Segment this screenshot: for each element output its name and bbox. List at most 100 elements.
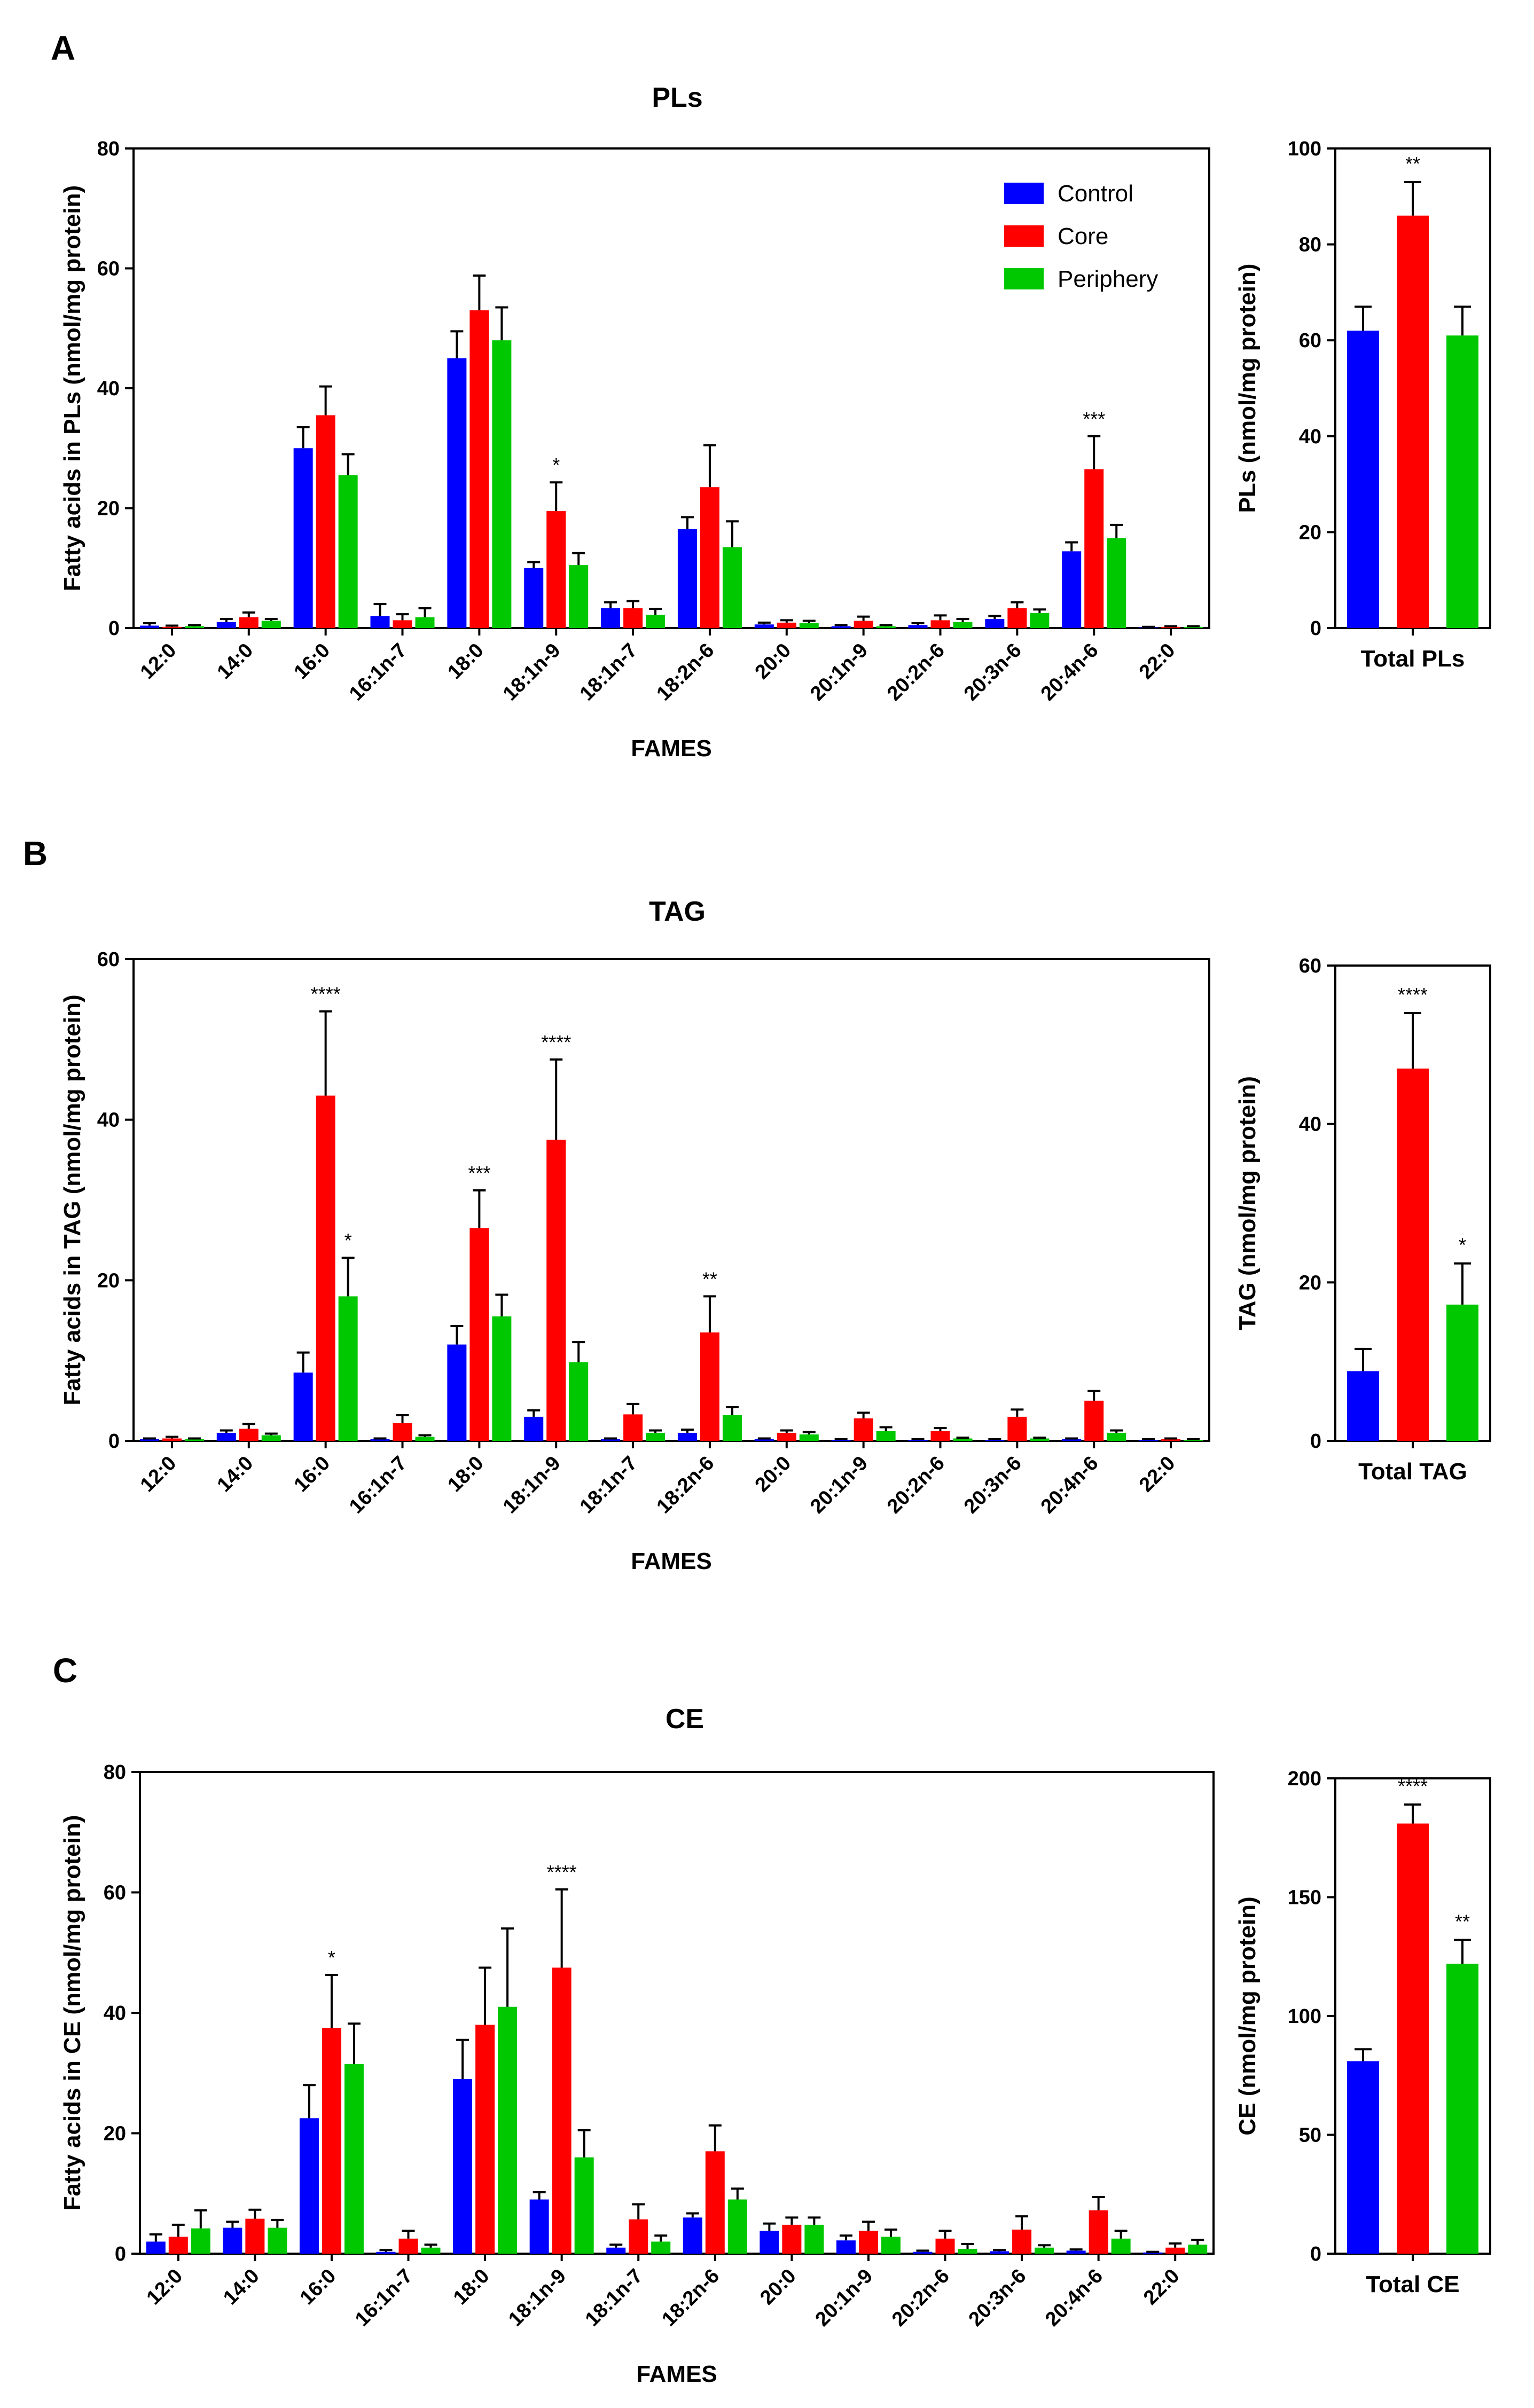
bar-periphery-14-0: [261, 621, 281, 628]
bar-core-20-2n-6: [935, 2238, 955, 2254]
bar-core-20-4n-6: [1084, 1400, 1104, 1441]
total-x-label: Total CE: [1366, 2271, 1459, 2297]
bar-periphery-20-4n-6: [1111, 2238, 1131, 2254]
bar-periphery-18-1n-7: [646, 1432, 666, 1441]
y-axis-title: Fatty acids in CE (nmol/mg protein): [59, 1815, 85, 2211]
bar-control-14-0: [223, 2227, 242, 2254]
bar-core-20-1n-9: [854, 621, 873, 628]
bar-core-20-3n-6: [1007, 1416, 1027, 1441]
y-tick-label: 20: [97, 1269, 120, 1292]
total-bar-periphery: [1446, 1304, 1478, 1441]
bar-control-12-0: [146, 2241, 166, 2254]
bar-core-18-1n-7: [623, 608, 643, 628]
bar-periphery-20-3n-6: [1035, 2247, 1054, 2254]
chart-total-pls: 0 20 40 60 80 100 PLs (nmol/mg protein) ** Total…: [1234, 138, 1491, 672]
y-tick-label: 20: [97, 498, 120, 520]
y-axis-title: Fatty acids in PLs (nmol/mg protein): [59, 185, 85, 591]
bar-periphery-22-0: [1184, 1440, 1203, 1441]
significance-label: ***: [1083, 408, 1105, 430]
bar-core-16-0: [322, 2028, 341, 2254]
x-tick-label-18-1n-7: 18:1n-7: [576, 1452, 642, 1518]
x-tick-label-18-0: 18:0: [449, 2265, 494, 2309]
significance-label: *: [345, 1229, 352, 1251]
x-tick-label-18-1n-7: 18:1n-7: [576, 639, 642, 705]
x-tick-label-18-0: 18:0: [443, 1452, 488, 1496]
bar-control-20-3n-6: [985, 619, 1005, 628]
x-tick-label-20-3n-6: 20:3n-6: [960, 1452, 1026, 1518]
bar-control-12-0: [139, 625, 159, 628]
x-tick-label-20-3n-6: 20:3n-6: [960, 639, 1026, 705]
bar-core-18-1n-7: [629, 2219, 648, 2254]
bar-core-22-0: [1161, 1439, 1181, 1441]
bar-periphery-20-0: [799, 623, 819, 628]
bar-periphery-18-1n-7: [651, 2241, 671, 2254]
y-tick-label: 60: [1299, 330, 1321, 352]
total-bar-control: [1347, 331, 1379, 628]
total-bar-control: [1347, 1371, 1379, 1441]
significance-label: ****: [541, 1031, 571, 1053]
significance-label: ****: [311, 983, 341, 1005]
y-tick-label: 100: [1288, 138, 1321, 160]
x-tick-label-20-4n-6: 20:4n-6: [1037, 1452, 1103, 1518]
bar-core-20-3n-6: [1007, 608, 1027, 628]
bar-control-16-1n-7: [370, 1439, 390, 1441]
total-x-label: Total TAG: [1358, 1458, 1467, 1485]
y-axis-title: TAG (nmol/mg protein): [1234, 1076, 1261, 1330]
bar-core-12-0: [162, 1438, 182, 1441]
bar-core-12-0: [162, 626, 182, 628]
bar-periphery-20-1n-9: [876, 626, 896, 628]
bar-core-20-3n-6: [1012, 2229, 1032, 2254]
bar-core-16-0: [316, 1095, 335, 1441]
total-x-label: Total PLs: [1361, 646, 1465, 672]
legend-label-control: Control: [1058, 181, 1133, 207]
bar-core-20-2n-6: [930, 1431, 950, 1441]
bar-periphery-20-2n-6: [953, 622, 973, 628]
bar-core-18-1n-7: [623, 1414, 643, 1441]
significance-label: *: [552, 454, 560, 476]
bar-core-18-2n-6: [705, 2151, 725, 2254]
panel-letter-a: A: [51, 29, 75, 67]
y-tick-label: 40: [104, 2002, 126, 2025]
bar-control-20-2n-6: [913, 2252, 933, 2254]
significance-label: *: [1459, 1234, 1466, 1256]
bar-core-18-0: [469, 310, 489, 628]
y-axis-title: CE (nmol/mg protein): [1234, 1896, 1261, 2135]
y-tick-label: 150: [1288, 1887, 1321, 1909]
bar-control-20-1n-9: [831, 626, 851, 628]
bar-periphery-20-2n-6: [958, 2248, 977, 2254]
legend-swatch-control: [1004, 183, 1044, 204]
x-axis-title: FAMES: [631, 735, 712, 762]
bar-periphery-18-1n-9: [574, 2157, 594, 2254]
panel-letter-b: B: [23, 834, 48, 873]
bar-periphery-12-0: [184, 1439, 204, 1441]
bar-periphery-16-0: [338, 1296, 358, 1441]
bar-core-18-0: [475, 2025, 495, 2254]
x-tick-label-18-0: 18:0: [443, 639, 488, 684]
bar-control-18-1n-9: [529, 2199, 549, 2254]
y-tick-label: 60: [97, 258, 120, 280]
bar-core-20-0: [777, 1432, 796, 1441]
bar-control-20-2n-6: [908, 1440, 928, 1441]
bar-periphery-18-1n-9: [569, 565, 589, 628]
bar-core-16-0: [316, 415, 335, 628]
x-tick-label-16-1n-7: 16:1n-7: [351, 2265, 417, 2331]
chart-ce-by-fame: 0 20 40 60 80 Fatty acids in CE (nmol/mg prot…: [59, 1761, 1215, 2387]
bar-control-12-0: [139, 1439, 159, 1441]
bar-periphery-14-0: [268, 2227, 287, 2254]
significance-label: **: [702, 1268, 717, 1290]
y-tick-label: 20: [1299, 521, 1321, 544]
bar-periphery-20-2n-6: [953, 1438, 973, 1441]
significance-label: ****: [1398, 1775, 1428, 1797]
bar-control-20-4n-6: [1066, 2250, 1086, 2254]
x-tick-label-14-0: 14:0: [213, 639, 257, 684]
bar-core-16-1n-7: [393, 620, 412, 628]
bar-control-20-2n-6: [908, 625, 928, 628]
y-tick-label: 50: [1299, 2124, 1321, 2147]
y-axis-title: PLs (nmol/mg protein): [1234, 264, 1261, 513]
bar-periphery-22-0: [1188, 2245, 1208, 2254]
x-axis-title: FAMES: [631, 1548, 712, 1574]
bar-control-18-1n-9: [524, 1416, 544, 1441]
